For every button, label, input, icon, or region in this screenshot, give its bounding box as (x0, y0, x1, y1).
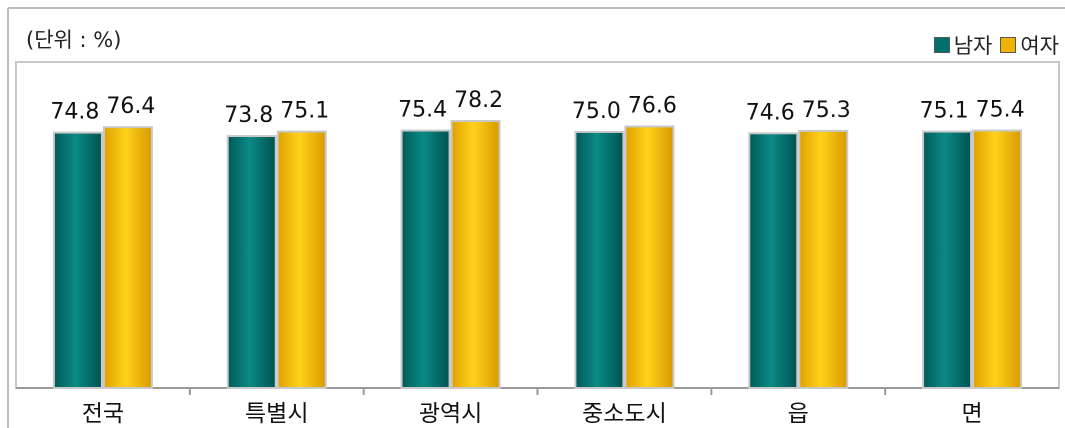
category-label-3: 중소도시 (582, 401, 667, 427)
value-label-male-1: 73.8 (224, 103, 273, 128)
bar-male-3 (574, 130, 625, 389)
value-label-female-5: 75.4 (976, 98, 1025, 123)
value-label-male-4: 74.6 (746, 100, 795, 125)
value-label-male-3: 75.0 (572, 99, 621, 124)
value-label-female-4: 75.3 (802, 98, 851, 123)
legend-swatch-male (933, 37, 950, 53)
legend: 남자 여자 (933, 30, 1059, 60)
legend-item-female: 여자 (1000, 30, 1059, 60)
legend-swatch-female (1000, 37, 1017, 53)
bar-female-4 (798, 129, 849, 390)
bar-male-0 (52, 131, 103, 389)
value-label-female-3: 76.6 (628, 93, 677, 118)
bar-female-3 (624, 125, 675, 389)
bar-female-2 (450, 120, 501, 389)
legend-label-male: 남자 (953, 34, 993, 58)
legend-item-male: 남자 (933, 30, 993, 60)
bar-male-4 (748, 132, 799, 389)
value-label-male-5: 75.1 (920, 99, 969, 124)
category-label-1: 특별시 (245, 401, 308, 427)
category-label-0: 전국 (82, 401, 124, 427)
bar-male-2 (400, 129, 451, 390)
category-label-4: 읍 (788, 401, 809, 427)
value-label-female-2: 78.2 (454, 88, 503, 113)
bar-female-5 (972, 129, 1023, 390)
plot-frame (15, 61, 1060, 389)
bar-male-5 (922, 130, 973, 389)
value-label-male-0: 74.8 (50, 100, 99, 125)
unit-label: (단위 : %) (26, 28, 122, 52)
bar-male-1 (226, 135, 277, 389)
category-label-5: 면 (961, 401, 982, 427)
value-label-female-0: 76.4 (106, 94, 155, 119)
bar-female-1 (276, 130, 327, 389)
legend-label-female: 여자 (1020, 34, 1059, 58)
value-label-male-2: 75.4 (398, 98, 447, 123)
value-label-female-1: 75.1 (280, 99, 329, 124)
category-label-2: 광역시 (419, 401, 482, 427)
bar-female-0 (102, 126, 153, 389)
